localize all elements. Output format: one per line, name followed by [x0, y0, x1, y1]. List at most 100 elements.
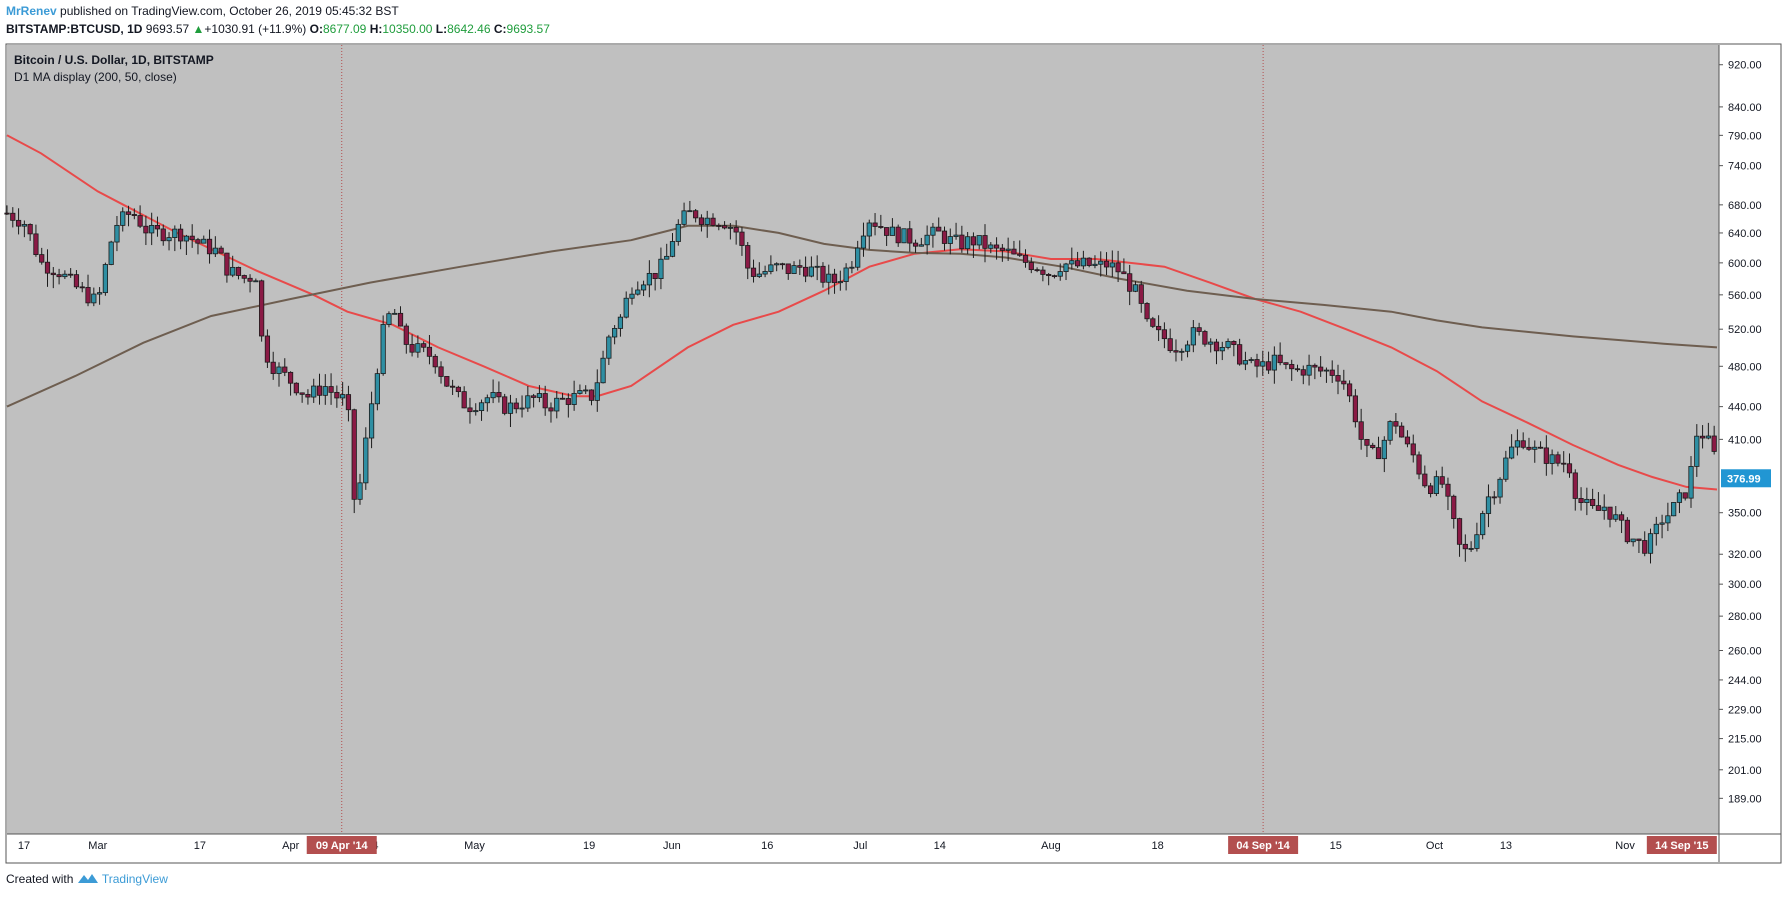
y-tick-label: 560.00 [1728, 290, 1762, 302]
candle [392, 308, 398, 315]
candle [681, 202, 687, 227]
candle [1092, 255, 1098, 269]
candle [409, 334, 415, 357]
candle [1705, 422, 1711, 440]
candle [363, 427, 369, 490]
candle [1213, 338, 1220, 365]
candle [1601, 494, 1607, 520]
candle [820, 262, 826, 288]
candle [531, 393, 537, 408]
candle [1428, 482, 1434, 498]
candle [345, 385, 352, 422]
candle [739, 227, 745, 256]
candle [1132, 281, 1139, 293]
candle [490, 379, 496, 404]
candle [930, 222, 936, 248]
x-tick-label: 14 [934, 840, 946, 852]
candle [230, 255, 236, 278]
candle [982, 224, 988, 263]
candle [1057, 263, 1063, 281]
candle [79, 281, 85, 293]
svg-text:14 Sep '15: 14 Sep '15 [1655, 840, 1708, 852]
candle [1352, 389, 1358, 428]
candle [461, 386, 467, 409]
candle [1115, 250, 1121, 283]
candle [195, 237, 201, 255]
candle [1451, 494, 1457, 529]
low-value: 8642.46 [447, 22, 491, 36]
candle [646, 260, 652, 298]
author-link[interactable]: MrRenev [6, 4, 57, 18]
y-tick-label: 244.00 [1728, 675, 1762, 687]
candle [455, 385, 461, 398]
y-tick-label: 260.00 [1728, 645, 1762, 657]
candle [507, 394, 514, 428]
candle [1144, 302, 1150, 322]
candle [1642, 531, 1648, 557]
candle [114, 216, 120, 252]
x-tick-label: May [464, 840, 485, 852]
candle [785, 263, 791, 280]
candle [1051, 274, 1058, 279]
candle [612, 325, 618, 345]
y-tick-label: 320.00 [1728, 549, 1762, 561]
candle [496, 381, 502, 403]
candle [629, 287, 635, 305]
candle [1196, 322, 1202, 336]
candle [866, 219, 872, 250]
candle [1514, 429, 1521, 456]
candle [513, 398, 519, 414]
x-tick-label: 15 [1330, 840, 1342, 852]
candle [1590, 488, 1596, 509]
candle [1445, 477, 1451, 511]
candle [172, 225, 178, 252]
candle [4, 205, 10, 215]
candle [282, 358, 288, 377]
tradingview-link[interactable]: TradingView [101, 872, 168, 886]
candle [1410, 434, 1416, 463]
x-tick-label: 18 [1151, 840, 1163, 852]
candle [1098, 251, 1104, 277]
candle [1578, 487, 1584, 511]
open-value: 8677.09 [322, 22, 367, 36]
candle [594, 369, 600, 412]
candle [1028, 257, 1034, 274]
legend-title: Bitcoin / U.S. Dollar, 1D, BITSTAMP [14, 53, 214, 67]
candle [727, 223, 733, 240]
candle [1711, 425, 1717, 455]
candle [1040, 266, 1046, 282]
candle [1109, 250, 1115, 278]
ohlc-line: BITSTAMP:BTCUSD, 1D 9693.57 ▲+1030.91 (+… [6, 22, 550, 36]
candle [403, 323, 409, 354]
candle [334, 385, 340, 408]
candle [21, 220, 27, 238]
candle [73, 270, 80, 289]
candle [1422, 465, 1428, 488]
candle [1532, 440, 1538, 463]
last-price: 9693.57 [145, 22, 190, 36]
candle [542, 385, 548, 416]
x-tick-label: Jul [853, 840, 867, 852]
y-tick-label: 350.00 [1728, 508, 1762, 520]
candle [953, 222, 959, 240]
ma-line-200 [6, 224, 1718, 408]
candle [1300, 365, 1306, 385]
candle [1127, 264, 1133, 306]
candle [907, 220, 913, 252]
candle [554, 390, 560, 419]
candle [1161, 322, 1167, 349]
candle [50, 267, 56, 289]
x-tick-label: 17 [18, 840, 30, 852]
candle [993, 237, 1000, 260]
candle [1271, 346, 1277, 384]
candle [1381, 436, 1387, 473]
plot-area[interactable] [7, 45, 1719, 834]
y-tick-label: 189.00 [1728, 793, 1762, 805]
candle [583, 385, 589, 395]
x-tick-label: Mar [88, 840, 107, 852]
candle [357, 473, 363, 505]
footer: Created with TradingView [6, 872, 168, 886]
last-price-label: 376.99 [1727, 473, 1761, 485]
candle [1543, 435, 1549, 476]
